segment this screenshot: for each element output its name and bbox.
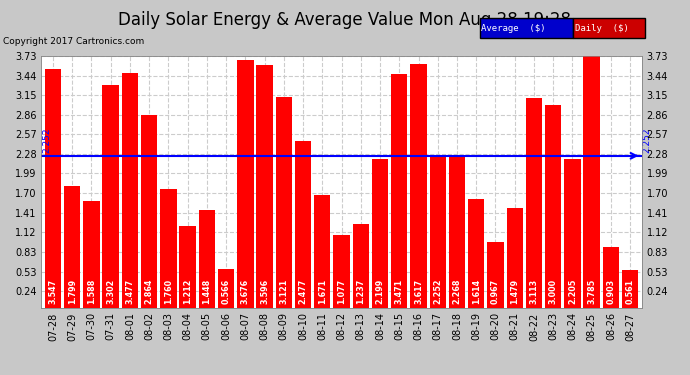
Bar	[257, 65, 273, 308]
Bar	[275, 97, 292, 308]
Text: 1.479: 1.479	[510, 279, 519, 304]
Bar	[430, 156, 446, 308]
Bar	[218, 269, 235, 308]
Bar	[237, 60, 253, 308]
Bar	[179, 226, 196, 308]
Text: 2.268: 2.268	[453, 279, 462, 304]
Bar	[314, 195, 331, 308]
Text: 3.596: 3.596	[260, 279, 269, 304]
Text: 1.671: 1.671	[318, 279, 327, 304]
Text: 1.212: 1.212	[183, 279, 192, 304]
Text: 1.588: 1.588	[87, 279, 96, 304]
Bar	[83, 201, 99, 308]
Bar	[584, 53, 600, 308]
Bar	[391, 74, 408, 308]
Text: 0.566: 0.566	[221, 279, 230, 304]
Text: 1.614: 1.614	[472, 279, 481, 304]
Text: 0.561: 0.561	[626, 279, 635, 304]
Text: 3.302: 3.302	[106, 279, 115, 304]
Bar	[333, 235, 350, 308]
Text: 2.477: 2.477	[299, 279, 308, 304]
Bar	[564, 159, 580, 308]
Bar	[103, 85, 119, 308]
Bar	[295, 141, 311, 308]
Text: 1.760: 1.760	[164, 279, 173, 304]
Text: 2.199: 2.199	[375, 279, 384, 304]
Text: 3.617: 3.617	[414, 279, 423, 304]
Text: 2.252: 2.252	[433, 279, 442, 304]
Bar	[622, 270, 638, 308]
Text: Copyright 2017 Cartronics.com: Copyright 2017 Cartronics.com	[3, 38, 145, 46]
Text: Average  ($): Average ($)	[481, 24, 545, 33]
Text: 3.113: 3.113	[529, 279, 538, 304]
Text: 3.547: 3.547	[48, 279, 57, 304]
Bar	[545, 105, 562, 308]
Bar	[411, 64, 426, 308]
Text: Daily Solar Energy & Average Value Mon Aug 28 19:28: Daily Solar Energy & Average Value Mon A…	[119, 11, 571, 29]
Text: 2.864: 2.864	[145, 279, 154, 304]
Text: 1.077: 1.077	[337, 279, 346, 304]
Text: 0.967: 0.967	[491, 279, 500, 304]
Bar	[160, 189, 177, 308]
Bar	[603, 247, 619, 308]
Text: 0.903: 0.903	[607, 279, 615, 304]
Bar	[141, 115, 157, 308]
Text: 2.252: 2.252	[642, 128, 651, 153]
Text: 3.000: 3.000	[549, 279, 558, 304]
Bar	[506, 208, 523, 308]
Bar	[45, 69, 61, 308]
Text: Daily  ($): Daily ($)	[575, 24, 629, 33]
Text: 2.252: 2.252	[42, 128, 51, 153]
Text: 3.785: 3.785	[587, 279, 596, 304]
Text: 1.799: 1.799	[68, 279, 77, 304]
Text: 3.121: 3.121	[279, 279, 288, 304]
Text: 3.676: 3.676	[241, 279, 250, 304]
Bar	[64, 186, 80, 308]
Bar	[121, 73, 138, 308]
Text: 3.477: 3.477	[126, 279, 135, 304]
Text: 1.237: 1.237	[356, 279, 365, 304]
Bar	[468, 199, 484, 308]
Text: 2.205: 2.205	[568, 279, 577, 304]
Bar	[526, 98, 542, 308]
Bar	[487, 242, 504, 308]
Bar	[353, 224, 369, 308]
Text: 3.471: 3.471	[395, 279, 404, 304]
Bar	[448, 155, 465, 308]
Bar	[372, 159, 388, 308]
Text: 1.448: 1.448	[202, 279, 211, 304]
Bar	[199, 210, 215, 308]
